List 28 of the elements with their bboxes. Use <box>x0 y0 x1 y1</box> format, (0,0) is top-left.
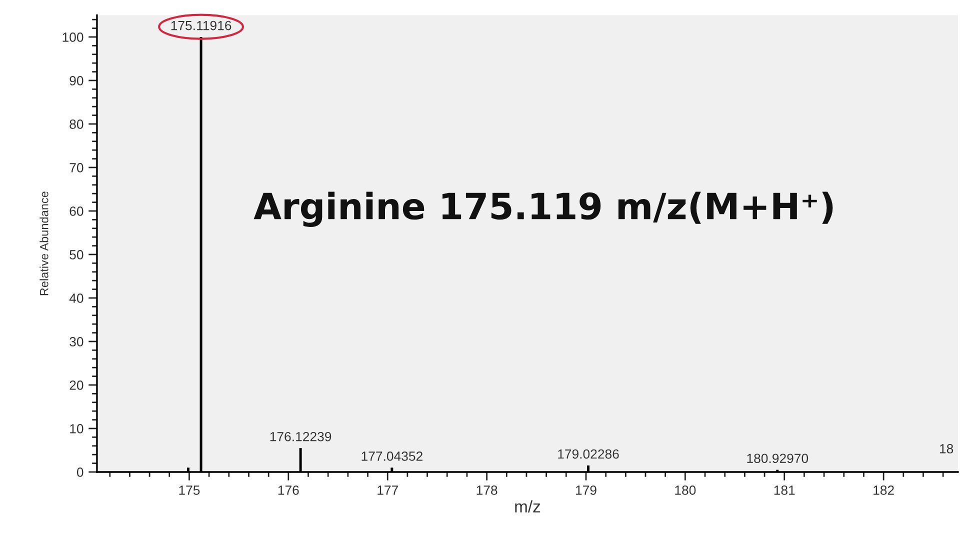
x-tick-label: 178 <box>476 486 498 495</box>
x-axis-title: m/z <box>515 500 540 512</box>
y-tick-label: 70 <box>70 163 84 172</box>
y-tick-label: 20 <box>70 380 84 390</box>
x-tick-label: 176 <box>278 486 299 495</box>
x-tick-label: 175 <box>179 486 200 495</box>
y-tick-label: 50 <box>70 250 84 260</box>
x-tick-label: 177 <box>378 486 398 495</box>
annotation: 177.04352 <box>362 452 422 461</box>
y-tick-label: 80 <box>70 120 84 129</box>
annotation: 175.11916 <box>171 20 232 30</box>
y-tick-label: 30 <box>70 337 84 346</box>
y-tick-label: 90 <box>70 76 84 86</box>
x-tick-label: 182 <box>874 486 894 495</box>
annotation: 179.02286 <box>558 449 619 459</box>
annotation: 176.12239 <box>270 432 332 442</box>
y-tick-label: 0 <box>76 468 84 477</box>
y-tick-label: 10 <box>70 424 84 434</box>
y-tick-label: 60 <box>70 206 84 216</box>
y-tick-label: 100 <box>62 32 84 42</box>
x-tick-label: 180 <box>675 486 696 495</box>
x-tick-label: 181 <box>774 486 795 495</box>
annotation: 18 <box>940 444 954 454</box>
annotation: 180.92970 <box>747 454 808 464</box>
x-tick-label: 179 <box>576 486 596 495</box>
text: Arginine 175.119 m/z(M+H⁺) <box>254 192 833 227</box>
y-tick-label: 40 <box>69 294 84 303</box>
y-axis-title: Relative Abundance <box>40 192 48 296</box>
